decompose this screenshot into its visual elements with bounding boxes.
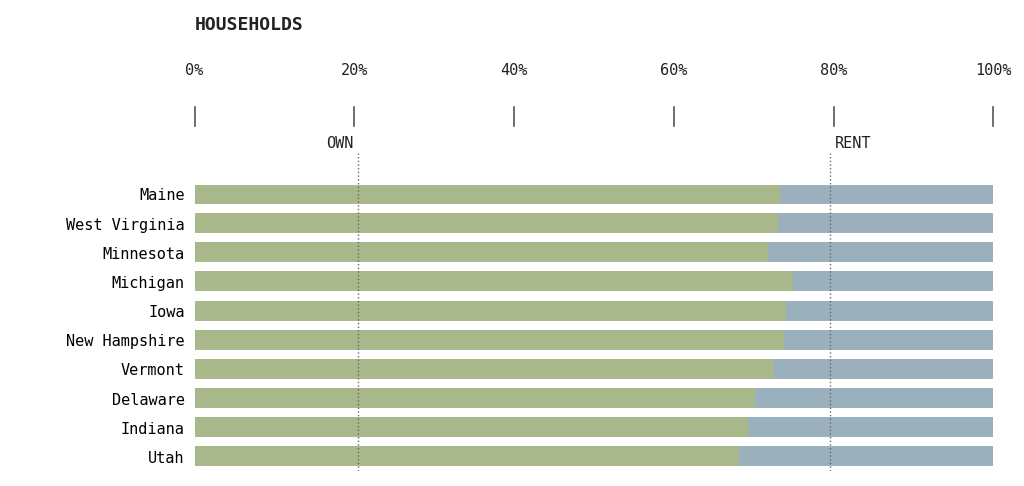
Bar — [768, 242, 993, 263]
Bar — [195, 446, 739, 468]
Bar — [195, 242, 768, 263]
Bar — [195, 388, 756, 409]
Bar — [195, 184, 780, 205]
Bar — [739, 446, 993, 468]
Text: RENT: RENT — [835, 136, 871, 151]
Bar — [793, 271, 993, 293]
Text: 0%: 0% — [185, 63, 204, 78]
Bar — [780, 184, 993, 205]
Text: 60%: 60% — [660, 63, 687, 78]
Text: 20%: 20% — [341, 63, 368, 78]
Bar — [195, 330, 784, 351]
Bar — [195, 417, 749, 438]
Text: 100%: 100% — [975, 63, 1012, 78]
Text: HOUSEHOLDS: HOUSEHOLDS — [195, 16, 303, 34]
Bar — [784, 330, 993, 351]
Bar — [774, 359, 993, 380]
Bar — [195, 213, 777, 234]
Bar — [195, 271, 793, 293]
Text: 80%: 80% — [820, 63, 847, 78]
Bar — [756, 388, 993, 409]
Text: OWN: OWN — [326, 136, 353, 151]
Text: 40%: 40% — [501, 63, 527, 78]
Bar — [786, 300, 993, 322]
Bar — [749, 417, 993, 438]
Bar — [195, 300, 786, 322]
Bar — [777, 213, 993, 234]
Bar — [195, 359, 774, 380]
